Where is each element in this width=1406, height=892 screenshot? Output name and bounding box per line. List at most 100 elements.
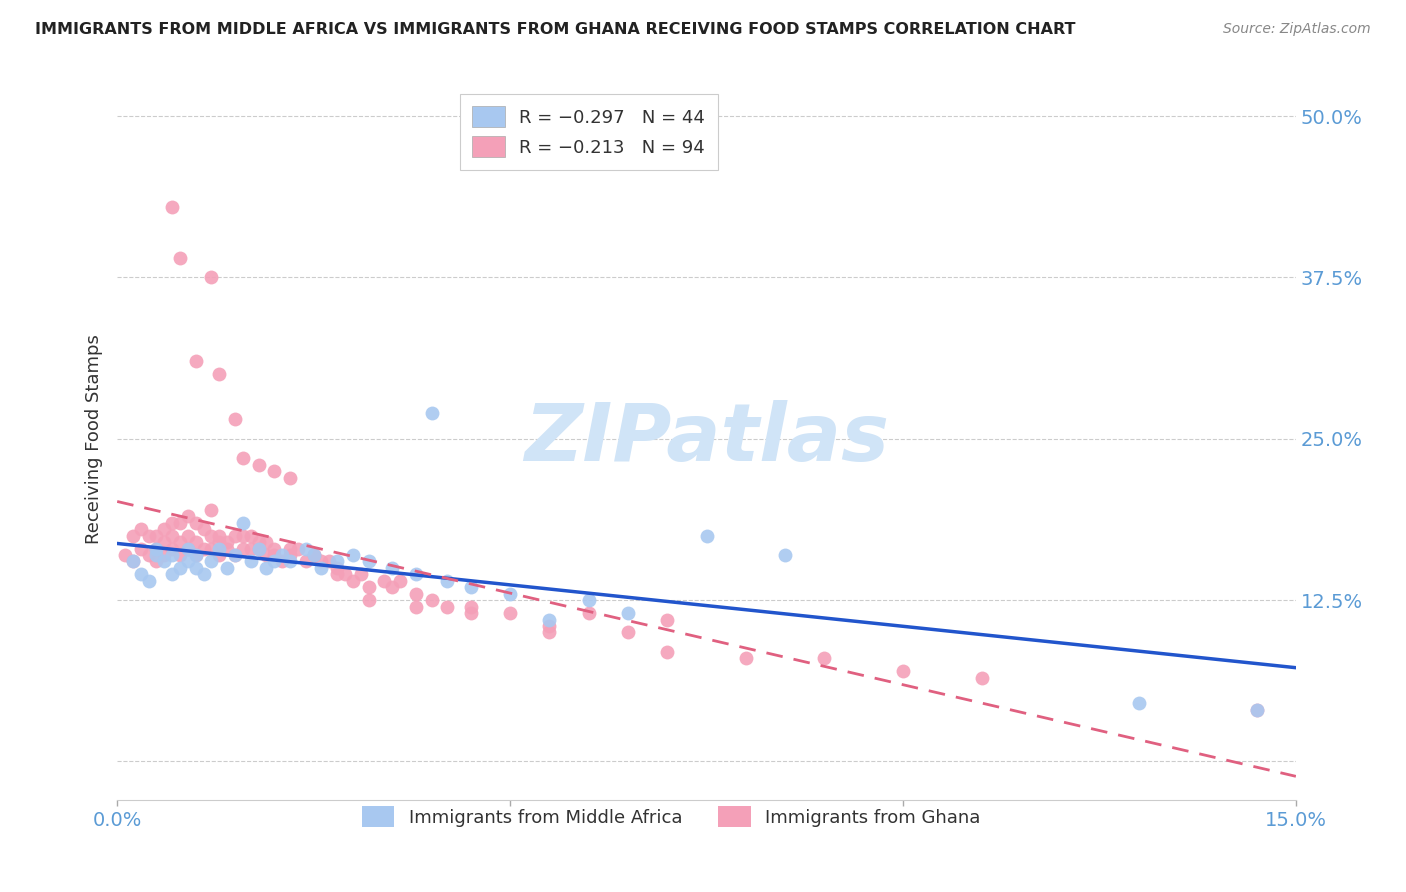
Point [138, 528, 160, 542]
Point [145, 541, 167, 556]
Point [224, 548, 246, 562]
Point [294, 541, 316, 556]
Point [1128, 697, 1150, 711]
Point [420, 406, 443, 420]
Point [357, 580, 380, 594]
Point [232, 528, 254, 542]
Point [538, 613, 561, 627]
Point [239, 541, 262, 556]
Point [208, 535, 231, 549]
Point [208, 528, 231, 542]
Point [200, 554, 222, 568]
Point [200, 528, 222, 542]
Point [129, 541, 152, 556]
Point [326, 554, 349, 568]
Point [420, 593, 443, 607]
Point [499, 587, 522, 601]
Point [122, 554, 145, 568]
Point [538, 625, 561, 640]
Point [278, 548, 301, 562]
Point [224, 528, 246, 542]
Point [278, 470, 301, 484]
Point [232, 516, 254, 530]
Point [193, 522, 215, 536]
Point [333, 567, 356, 582]
Point [200, 541, 222, 556]
Point [302, 548, 325, 562]
Point [160, 200, 183, 214]
Text: Source: ZipAtlas.com: Source: ZipAtlas.com [1223, 22, 1371, 37]
Point [263, 554, 285, 568]
Point [184, 516, 207, 530]
Point [247, 541, 270, 556]
Point [256, 561, 278, 575]
Point [271, 554, 294, 568]
Point [1246, 703, 1268, 717]
Point [169, 251, 191, 265]
Point [208, 368, 231, 382]
Point [224, 412, 246, 426]
Point [217, 535, 239, 549]
Point [200, 503, 222, 517]
Point [247, 535, 270, 549]
Point [538, 619, 561, 633]
Point [184, 548, 207, 562]
Point [208, 541, 231, 556]
Point [326, 561, 349, 575]
Point [326, 567, 349, 582]
Point [177, 541, 200, 556]
Point [357, 593, 380, 607]
Point [122, 554, 145, 568]
Point [160, 541, 183, 556]
Point [342, 548, 364, 562]
Point [217, 561, 239, 575]
Point [381, 580, 404, 594]
Point [129, 522, 152, 536]
Point [145, 528, 167, 542]
Point [122, 528, 145, 542]
Point [184, 354, 207, 368]
Point [184, 548, 207, 562]
Legend: Immigrants from Middle Africa, Immigrants from Ghana: Immigrants from Middle Africa, Immigrant… [354, 799, 988, 835]
Point [813, 651, 835, 665]
Point [129, 567, 152, 582]
Point [169, 516, 191, 530]
Point [138, 574, 160, 588]
Point [405, 587, 427, 601]
Point [405, 567, 427, 582]
Point [499, 606, 522, 620]
Point [153, 548, 176, 562]
Point [153, 522, 176, 536]
Point [657, 645, 679, 659]
Point [350, 567, 373, 582]
Point [232, 451, 254, 466]
Point [1246, 703, 1268, 717]
Point [617, 625, 640, 640]
Point [311, 554, 333, 568]
Point [177, 528, 200, 542]
Point [460, 580, 482, 594]
Point [177, 554, 200, 568]
Point [160, 567, 183, 582]
Point [256, 548, 278, 562]
Point [184, 561, 207, 575]
Point [193, 541, 215, 556]
Point [970, 671, 993, 685]
Point [239, 528, 262, 542]
Point [169, 535, 191, 549]
Point [436, 599, 458, 614]
Y-axis label: Receiving Food Stamps: Receiving Food Stamps [86, 334, 103, 544]
Point [232, 541, 254, 556]
Point [271, 548, 294, 562]
Text: ZIPatlas: ZIPatlas [524, 400, 889, 478]
Point [263, 541, 285, 556]
Point [357, 554, 380, 568]
Point [373, 574, 395, 588]
Point [114, 548, 136, 562]
Point [389, 574, 412, 588]
Point [278, 541, 301, 556]
Point [200, 270, 222, 285]
Point [734, 651, 756, 665]
Point [160, 516, 183, 530]
Point [153, 535, 176, 549]
